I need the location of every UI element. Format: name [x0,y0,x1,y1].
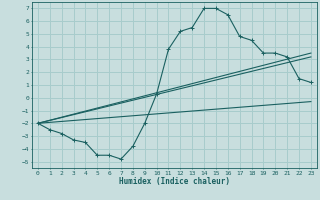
X-axis label: Humidex (Indice chaleur): Humidex (Indice chaleur) [119,177,230,186]
